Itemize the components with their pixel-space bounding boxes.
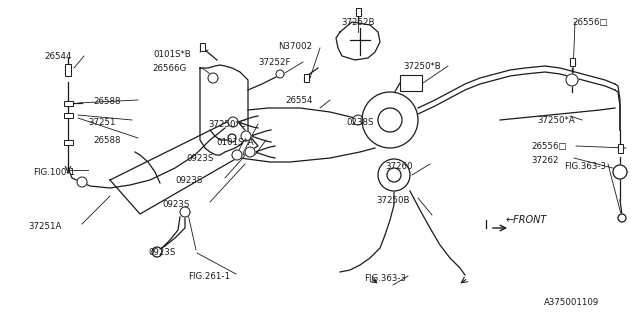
Circle shape (276, 70, 284, 78)
Circle shape (77, 177, 87, 187)
Text: 0238S: 0238S (346, 118, 374, 127)
Text: 37252B: 37252B (341, 18, 375, 27)
Text: 37250*A: 37250*A (537, 116, 575, 125)
Bar (355, 8, 360, 16)
Text: 37250B: 37250B (376, 196, 410, 205)
Bar (570, 58, 575, 66)
Text: N37002: N37002 (278, 42, 312, 51)
Circle shape (228, 134, 236, 142)
Text: 0101S*A: 0101S*A (216, 138, 253, 147)
Circle shape (378, 108, 402, 132)
Text: FIG.100-1: FIG.100-1 (33, 168, 75, 177)
Text: FIG.261-1: FIG.261-1 (188, 272, 230, 281)
Circle shape (232, 150, 242, 160)
Bar (303, 74, 308, 82)
Bar (400, 75, 422, 91)
Bar (63, 100, 72, 106)
Bar (618, 143, 623, 153)
Text: 0923S: 0923S (148, 248, 175, 257)
Text: A375001109: A375001109 (544, 298, 599, 307)
Circle shape (387, 168, 401, 182)
Text: 26588: 26588 (93, 97, 120, 106)
Text: 26556□: 26556□ (572, 18, 607, 27)
Text: 0923S: 0923S (162, 200, 189, 209)
Circle shape (245, 147, 255, 157)
Text: 37250*B: 37250*B (403, 62, 441, 71)
Bar (63, 113, 72, 117)
Circle shape (152, 247, 162, 257)
Bar (200, 43, 205, 51)
Text: FIG.363-3: FIG.363-3 (364, 274, 406, 283)
Text: FIG.363-3: FIG.363-3 (564, 162, 606, 171)
Circle shape (208, 73, 218, 83)
Circle shape (353, 115, 363, 125)
Text: 26544: 26544 (44, 52, 72, 61)
Circle shape (241, 131, 251, 141)
Text: 26566G: 26566G (152, 64, 186, 73)
Text: 37262: 37262 (531, 156, 559, 165)
Circle shape (180, 207, 190, 217)
Circle shape (228, 117, 238, 127)
Circle shape (566, 74, 578, 86)
Text: 26554: 26554 (285, 96, 312, 105)
Text: 37252F: 37252F (258, 58, 291, 67)
Text: 0923S: 0923S (175, 176, 202, 185)
Text: ←FRONT: ←FRONT (506, 215, 547, 225)
Bar (65, 64, 71, 76)
Text: 37251: 37251 (88, 118, 115, 127)
Bar (63, 140, 72, 145)
Circle shape (362, 92, 418, 148)
Circle shape (613, 165, 627, 179)
Text: 37260: 37260 (385, 162, 413, 171)
Text: 0101S*B: 0101S*B (153, 50, 191, 59)
Text: 0923S: 0923S (186, 154, 213, 163)
Text: 37250*C: 37250*C (208, 120, 246, 129)
Text: 26556□: 26556□ (531, 142, 566, 151)
Text: 26588: 26588 (93, 136, 120, 145)
Circle shape (618, 214, 626, 222)
Circle shape (378, 159, 410, 191)
Text: 37251A: 37251A (28, 222, 61, 231)
